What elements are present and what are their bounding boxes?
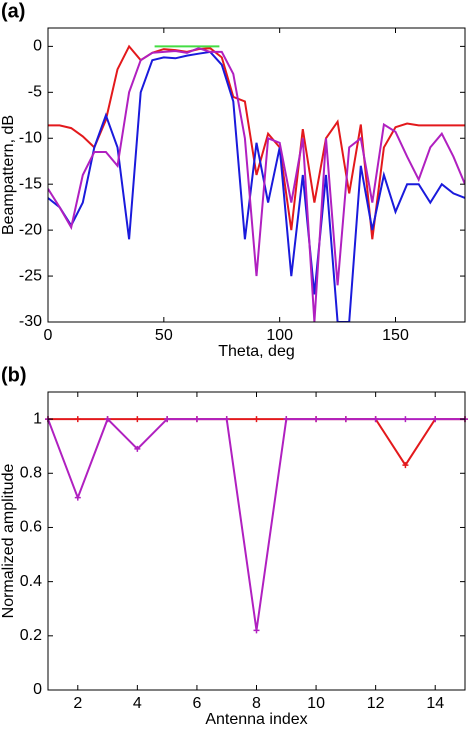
x-tick-label: 50 xyxy=(155,327,173,344)
marker xyxy=(342,416,349,423)
plot-area xyxy=(48,392,465,690)
marker xyxy=(372,416,379,423)
y-axis-label: Normalized amplitude xyxy=(0,464,17,619)
x-tick-label: 2 xyxy=(73,695,82,712)
x-tick-label: 0 xyxy=(44,327,53,344)
x-tick-label: 6 xyxy=(192,695,201,712)
y-tick-label: 0.4 xyxy=(20,573,42,590)
marker xyxy=(313,416,320,423)
marker xyxy=(253,416,260,423)
marker xyxy=(283,416,290,423)
series-line xyxy=(48,50,465,322)
marker xyxy=(253,627,260,634)
marker xyxy=(134,416,141,423)
marker xyxy=(104,416,111,423)
marker xyxy=(193,416,200,423)
series-line xyxy=(48,47,465,322)
y-tick-label: 0.6 xyxy=(20,519,42,536)
y-tick-label: 0.8 xyxy=(20,464,42,481)
x-axis-label: Antenna index xyxy=(205,711,307,728)
x-tick-label: 100 xyxy=(266,327,293,344)
panel-label: (a) xyxy=(1,0,25,22)
marker xyxy=(402,462,409,469)
marker xyxy=(74,494,81,501)
y-tick-label: -10 xyxy=(19,129,42,146)
y-tick-label: -20 xyxy=(19,221,42,238)
y-tick-label: -25 xyxy=(19,267,42,284)
y-tick-label: 1 xyxy=(33,410,42,427)
x-tick-label: 4 xyxy=(133,695,142,712)
marker xyxy=(223,416,230,423)
y-axis-label: Beampattern, dB xyxy=(0,115,17,235)
marker xyxy=(164,416,171,423)
x-tick-label: 10 xyxy=(307,695,325,712)
y-tick-label: 0 xyxy=(33,681,42,698)
marker xyxy=(74,416,81,423)
x-axis-label: Theta, deg xyxy=(218,343,295,360)
x-tick-label: 8 xyxy=(252,695,261,712)
x-tick-label: 14 xyxy=(426,695,444,712)
y-tick-label: 0 xyxy=(33,38,42,55)
marker xyxy=(134,445,141,452)
marker xyxy=(402,416,409,423)
x-tick-label: 150 xyxy=(382,327,409,344)
axes-box xyxy=(47,27,466,323)
y-tick-label: 0.2 xyxy=(20,627,42,644)
x-tick-label: 12 xyxy=(367,695,385,712)
panel-label: (b) xyxy=(1,364,27,386)
y-tick-label: -30 xyxy=(19,313,42,330)
series-line xyxy=(48,44,465,240)
y-tick-label: -15 xyxy=(19,175,42,192)
marker xyxy=(432,416,439,423)
y-tick-label: -5 xyxy=(28,84,42,101)
